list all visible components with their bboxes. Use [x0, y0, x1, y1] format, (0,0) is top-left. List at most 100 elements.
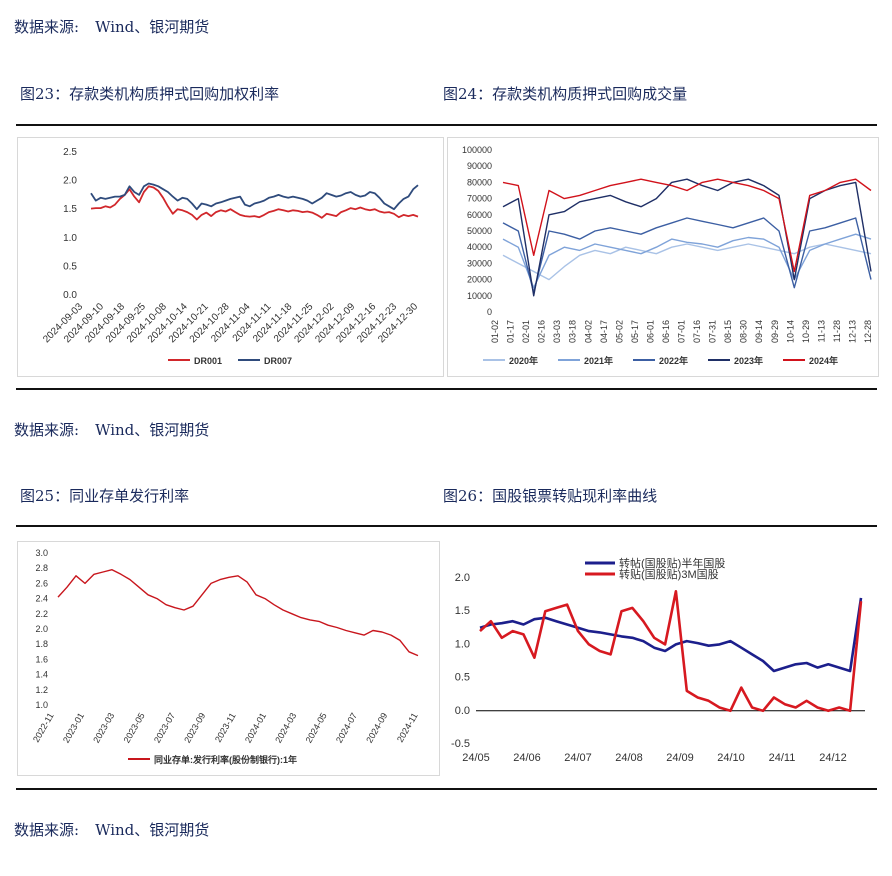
y-tick-label: 0.5: [455, 672, 470, 684]
fig26-chart: -0.5 0.0 0.5 1.0 1.5 2.0 24/05 24/06 24/07 24/08 2…: [451, 556, 865, 764]
legend-label: 2021年: [584, 355, 613, 366]
legend-label: 转帖(国股贴)半年国股: [619, 556, 725, 570]
y-tick-label: 30000: [467, 258, 492, 268]
x-tick-label: 24/07: [564, 752, 592, 764]
divider-top: [16, 124, 877, 126]
y-tick-label: 2.5: [63, 147, 77, 158]
x-tick-label: 08-30: [739, 320, 749, 343]
x-tick-label: 2024-03: [273, 711, 298, 745]
y-tick-label: 80000: [467, 177, 492, 187]
x-tick-label: 24/05: [462, 752, 490, 764]
series-line-1: [90, 182, 419, 211]
x-tick-label: 01-02: [490, 320, 500, 343]
x-tick-label: 11-28: [832, 320, 842, 342]
fig24-chart: 0 10000 20000 30000 40000 50000 60000 70000 8000…: [462, 145, 873, 366]
fig25-title: 图25：同业存单发行利率: [20, 487, 190, 505]
y-tick-label: 1.0: [35, 700, 48, 710]
legend-label: 2024年: [809, 355, 838, 366]
x-tick-label: 2022-11: [31, 711, 56, 744]
x-tick-label: 12-28: [863, 320, 873, 343]
y-tick-label: 1.8: [35, 639, 48, 649]
x-tick-label: 2023-05: [122, 711, 147, 745]
x-tick-label: 09-29: [770, 320, 780, 343]
fig26-panel: -0.5 0.0 0.5 1.0 1.5 2.0 24/05 24/06 24/07 24/08 2…: [440, 541, 877, 774]
y-tick-label: 2.2: [35, 609, 48, 619]
source-line-bottom: 数据来源: Wind、银河期货: [14, 819, 209, 840]
y-tick-label: 1.5: [63, 204, 77, 215]
series-line-0: [502, 243, 872, 281]
x-tick-label: 2024-11: [395, 711, 420, 744]
series-line-1: [502, 233, 872, 289]
series-line-0: [57, 569, 419, 657]
x-tick-label: 04-02: [583, 320, 593, 343]
x-tick-label: 04-17: [599, 320, 609, 343]
x-tick-label: 24/08: [615, 752, 643, 764]
series-line-0: [90, 185, 419, 221]
fig25-panel: 1.0 1.2 1.4 1.6 1.8 2.0 2.2 2.4 2.6 2.8 3.0 2022-11…: [17, 541, 440, 776]
x-tick-label: 02-16: [537, 320, 547, 343]
y-tick-label: 2.4: [35, 594, 48, 604]
x-tick-label: 2023-11: [213, 711, 238, 744]
divider-mid-2: [16, 525, 877, 527]
legend-label: 2023年: [734, 355, 763, 366]
source-label: 数据来源:: [14, 18, 80, 36]
legend-label: 2022年: [659, 355, 688, 366]
y-tick-label: 2.8: [35, 563, 48, 573]
x-tick-label: 03-03: [552, 320, 562, 343]
x-tick-label: 2024-07: [334, 711, 359, 745]
y-tick-label: 1.4: [35, 670, 48, 680]
source-value: Wind、银河期货: [95, 421, 210, 439]
x-tick-label: 2023-07: [152, 711, 177, 745]
series-line-1: [479, 589, 863, 713]
y-tick-label: 2.0: [63, 176, 77, 187]
x-tick-label: 10-29: [801, 320, 811, 343]
x-tick-label: 12-13: [847, 320, 857, 343]
y-tick-label: 2.0: [35, 624, 48, 634]
y-tick-label: 1.5: [455, 605, 470, 617]
x-tick-label: 2023-01: [61, 711, 86, 745]
x-tick-label: 05-17: [630, 320, 640, 343]
source-value: Wind、银河期货: [95, 18, 210, 36]
x-tick-label: 24/11: [769, 752, 796, 764]
fig24-panel: 0 10000 20000 30000 40000 50000 60000 70000 8000…: [447, 137, 879, 377]
x-tick-label: 06-16: [661, 320, 671, 343]
y-tick-label: 60000: [467, 210, 492, 220]
source-label: 数据来源:: [14, 421, 80, 439]
y-tick-label: 1.2: [35, 685, 48, 695]
x-tick-label: 07-01: [677, 320, 687, 343]
y-tick-label: 2.0: [455, 572, 470, 584]
legend-label: 2020年: [509, 355, 538, 366]
x-tick-label: 05-02: [614, 320, 624, 343]
y-tick-label: 70000: [467, 194, 492, 204]
legend-label: 转贴(国股贴)3M国股: [619, 567, 719, 581]
y-tick-label: 10000: [467, 291, 492, 301]
x-tick-label: 2023-09: [182, 711, 207, 745]
y-tick-label: 0: [487, 307, 492, 317]
x-tick-label: 02-01: [521, 320, 531, 343]
y-tick-label: 40000: [467, 242, 492, 252]
y-tick-label: -0.5: [451, 738, 470, 750]
x-tick-label: 10-14: [785, 320, 795, 343]
fig23-chart: 0.00.51.01.52.02.52024-09-032024-09-1020…: [41, 147, 420, 366]
source-value: Wind、银河期货: [95, 821, 210, 839]
y-tick-label: 90000: [467, 161, 492, 171]
fig23-panel: 0.0 0.5 1.0 1.5 2.0 2.5 2024-09-03 2024-09-10 20…: [17, 137, 444, 377]
x-tick-label: 07-16: [692, 320, 702, 343]
source-line-top: 数据来源: Wind、银河期货: [14, 16, 209, 37]
fig23-title: 图23：存款类机构质押式回购加权利率: [20, 85, 280, 103]
fig25-chart: 1.0 1.2 1.4 1.6 1.8 2.0 2.2 2.4 2.6 2.8 3.0 2022-11…: [31, 548, 420, 765]
x-tick-label: 03-18: [568, 320, 578, 343]
legend-label: DR007: [264, 356, 292, 366]
fig24-title: 图24：存款类机构质押式回购成交量: [443, 85, 688, 103]
source-label: 数据来源:: [14, 821, 80, 839]
x-tick-label: 11-13: [816, 320, 826, 342]
x-tick-label: 24/12: [819, 752, 847, 764]
fig26-title: 图26：国股银票转贴现利率曲线: [443, 487, 658, 505]
x-tick-label: 2024-05: [304, 711, 329, 745]
legend-label: 同业存单:发行利率(股份制银行):1年: [154, 754, 297, 765]
x-tick-label: 24/10: [717, 752, 745, 764]
divider-bottom: [16, 788, 877, 790]
x-tick-label: 2024-09: [364, 711, 389, 745]
y-tick-label: 3.0: [35, 548, 48, 558]
y-tick-label: 1.0: [455, 638, 470, 650]
